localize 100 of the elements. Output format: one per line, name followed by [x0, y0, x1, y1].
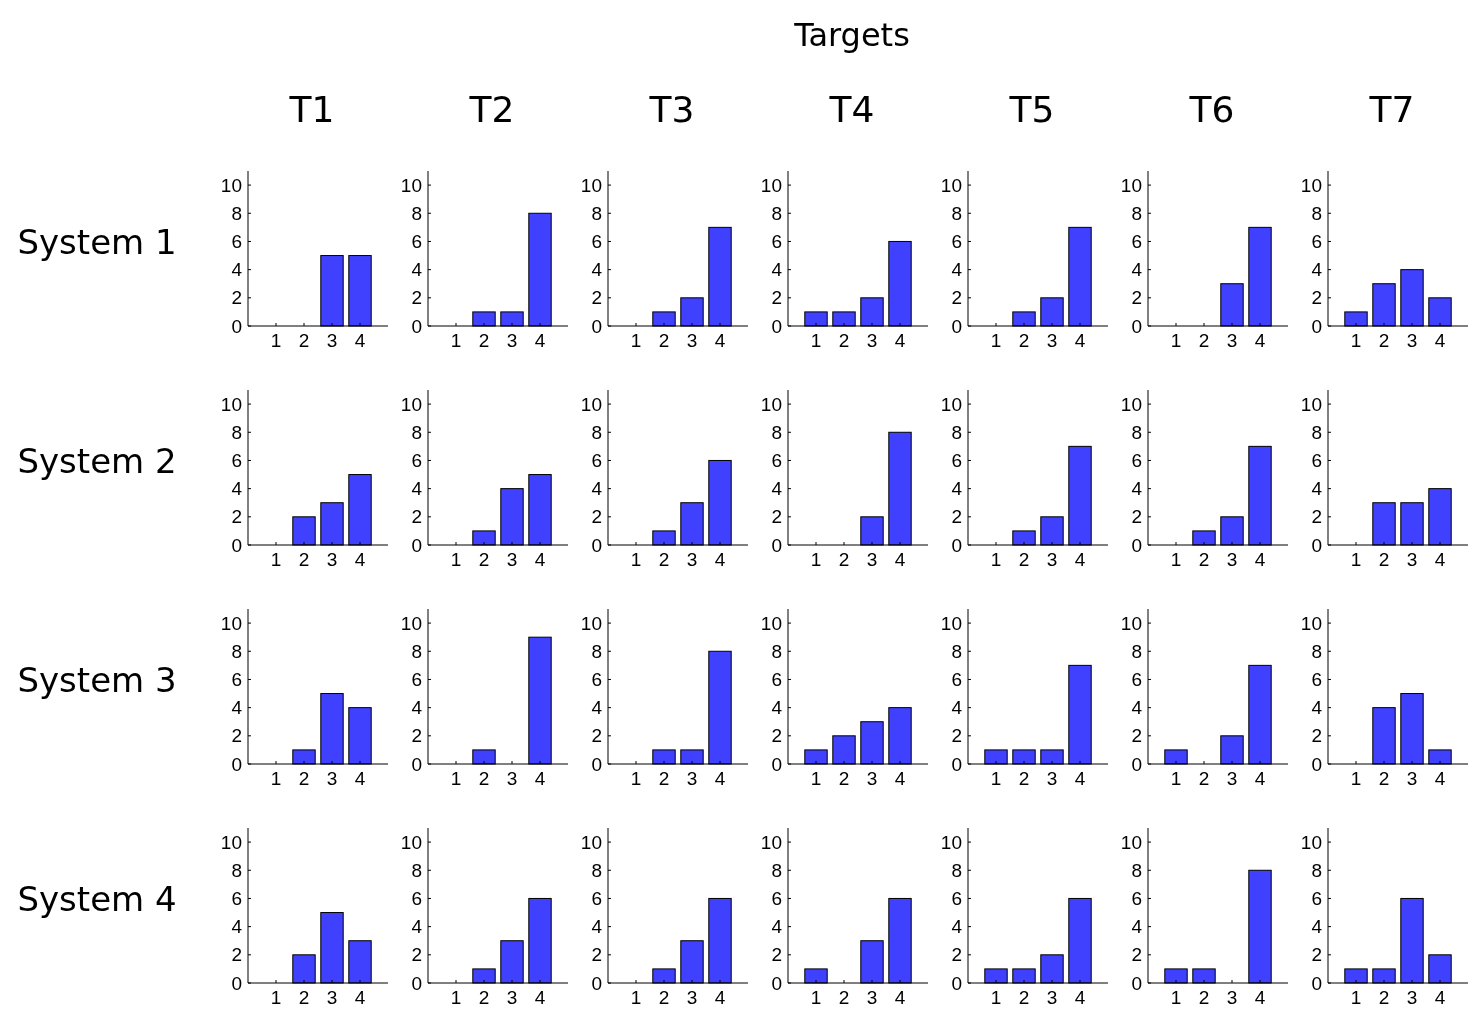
y-tick-label: 0: [591, 534, 602, 556]
x-tick-label: 3: [866, 768, 878, 789]
y-tick-label: 0: [1311, 753, 1322, 775]
y-tick-label: 4: [1131, 916, 1143, 938]
y-tick-label: 0: [591, 753, 602, 775]
y-tick-label: 10: [1300, 174, 1322, 196]
x-tick-label: 1: [990, 768, 1002, 789]
x-tick-label: 1: [270, 768, 282, 789]
y-tick-label: 0: [411, 315, 422, 337]
y-tick-label: 8: [231, 640, 242, 662]
y-tick-label: 4: [411, 259, 423, 281]
y-tick-label: 2: [591, 725, 602, 747]
x-tick-label: 1: [270, 987, 282, 1008]
x-tick-label: 1: [1350, 768, 1362, 789]
y-tick-label: 10: [220, 831, 242, 853]
x-tick-label: 1: [1170, 768, 1182, 789]
x-tick-label: 3: [1226, 549, 1238, 570]
y-tick-label: 4: [231, 697, 243, 719]
x-tick-label: 2: [1198, 549, 1210, 570]
y-tick-label: 8: [231, 859, 242, 881]
y-tick-label: 2: [231, 725, 242, 747]
y-tick-label: 8: [1131, 421, 1142, 443]
chart-title: T6: [1188, 89, 1235, 130]
chart-title: T7: [1368, 89, 1415, 130]
y-tick-label: 8: [591, 202, 602, 224]
y-tick-label: 10: [760, 612, 782, 634]
y-tick-label: 6: [1131, 888, 1142, 910]
x-tick-label: 2: [658, 768, 670, 789]
x-tick-label: 1: [450, 330, 462, 351]
y-tick-label: 10: [760, 393, 782, 415]
y-tick-label: 4: [1131, 478, 1143, 500]
x-tick-label: 2: [838, 549, 850, 570]
y-tick-label: 10: [1120, 831, 1142, 853]
y-tick-label: 2: [771, 944, 782, 966]
y-tick-label: 8: [411, 640, 422, 662]
y-tick-label: 10: [580, 831, 602, 853]
y-tick-label: 0: [771, 972, 782, 994]
x-tick-label: 3: [326, 549, 338, 570]
y-tick-label: 10: [940, 612, 962, 634]
text: Targets: [793, 16, 910, 54]
x-tick-label: 4: [1074, 987, 1086, 1008]
y-tick-label: 6: [771, 888, 782, 910]
y-tick-label: 8: [411, 859, 422, 881]
x-tick-label: 3: [506, 768, 518, 789]
y-tick-label: 6: [411, 888, 422, 910]
y-tick-label: 0: [1131, 534, 1142, 556]
x-tick-label: 1: [270, 330, 282, 351]
x-tick-label: 2: [838, 330, 850, 351]
y-tick-label: 4: [231, 478, 243, 500]
x-tick-label: 2: [1378, 549, 1390, 570]
y-tick-label: 4: [771, 916, 783, 938]
y-tick-label: 6: [231, 669, 242, 691]
y-tick-label: 2: [951, 506, 962, 528]
y-tick-label: 2: [1131, 506, 1142, 528]
x-tick-label: 2: [658, 987, 670, 1008]
chart-title: T1: [288, 89, 335, 130]
y-tick-label: 6: [591, 231, 602, 253]
y-tick-label: 6: [951, 231, 962, 253]
y-tick-label: 8: [951, 202, 962, 224]
y-tick-label: 6: [1131, 450, 1142, 472]
y-tick-label: 2: [411, 287, 422, 309]
y-tick-label: 0: [771, 534, 782, 556]
x-tick-label: 1: [450, 768, 462, 789]
y-tick-label: 6: [1131, 231, 1142, 253]
y-tick-label: 6: [411, 669, 422, 691]
y-tick-label: 2: [951, 725, 962, 747]
y-tick-label: 4: [1131, 259, 1143, 281]
x-tick-label: 4: [354, 768, 366, 789]
y-tick-label: 2: [591, 287, 602, 309]
x-tick-label: 1: [990, 549, 1002, 570]
chart-title: T4: [828, 89, 875, 130]
y-tick-label: 0: [231, 972, 242, 994]
y-tick-label: 8: [1311, 421, 1322, 443]
y-tick-label: 10: [1120, 612, 1142, 634]
x-tick-label: 1: [1350, 987, 1362, 1008]
y-tick-label: 0: [1311, 315, 1322, 337]
x-tick-label: 2: [1018, 987, 1030, 1008]
x-tick-label: 3: [866, 549, 878, 570]
y-tick-label: 10: [1300, 831, 1322, 853]
y-tick-label: 8: [591, 859, 602, 881]
y-tick-label: 10: [400, 174, 422, 196]
y-tick-label: 4: [591, 916, 603, 938]
x-tick-label: 2: [1018, 330, 1030, 351]
x-tick-label: 3: [1046, 549, 1058, 570]
x-tick-label: 4: [1434, 768, 1446, 789]
x-tick-label: 4: [354, 330, 366, 351]
y-tick-label: 4: [231, 916, 243, 938]
x-tick-label: 1: [1170, 549, 1182, 570]
y-tick-label: 0: [951, 534, 962, 556]
y-tick-label: 4: [771, 697, 783, 719]
x-tick-label: 1: [810, 987, 822, 1008]
x-tick-label: 4: [894, 768, 906, 789]
y-tick-label: 8: [771, 202, 782, 224]
y-tick-label: 2: [1131, 725, 1142, 747]
y-tick-label: 2: [1311, 287, 1322, 309]
y-tick-label: 2: [411, 725, 422, 747]
x-tick-label: 1: [630, 330, 642, 351]
y-tick-label: 8: [1311, 202, 1322, 224]
x-tick-label: 2: [1018, 549, 1030, 570]
x-tick-label: 4: [1434, 330, 1446, 351]
